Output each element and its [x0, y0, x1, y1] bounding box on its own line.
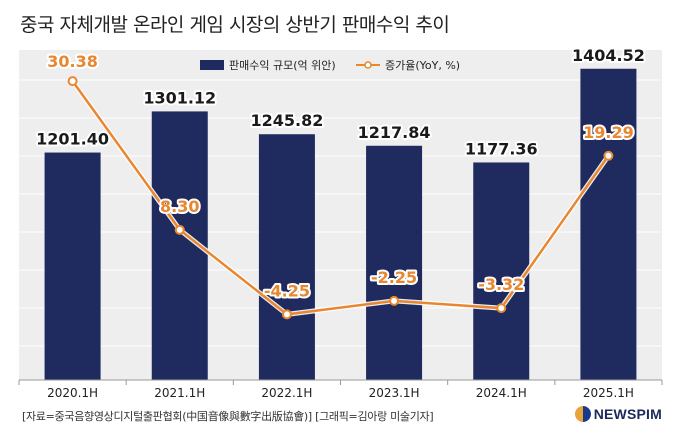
bar — [258, 134, 315, 380]
source-note: [자료=중국음향영상디지털출판협회(中国音像與數字出版協會)] [그래픽=김아랑… — [22, 410, 434, 423]
line-point — [174, 224, 185, 235]
bar — [44, 152, 101, 380]
bar-value-label: 1217.84 — [358, 123, 431, 142]
newspim-logo-text: NEWSPIM — [593, 406, 662, 422]
bar-value-label: 1177.36 — [465, 139, 538, 158]
line-value-label-halo: 30.38 — [47, 52, 98, 71]
x-tick-label: 2024.1H — [476, 386, 527, 400]
line-value-label-halo: 19.29 — [583, 123, 634, 142]
newspim-logo: NEWSPIM — [574, 406, 662, 422]
legend-bar-label: 판매수익 규모(억 위안) — [229, 59, 336, 72]
bar-value-label-halo: 1301.12 — [143, 88, 216, 107]
bar-value-label-halo: 1201.40 — [36, 130, 109, 149]
line-point — [389, 295, 400, 306]
line-value-label: -2.25 — [371, 268, 417, 287]
legend-line-marker — [364, 61, 372, 69]
bar-value-label-halo: 1404.52 — [572, 46, 645, 65]
line-point — [603, 150, 614, 161]
line-value-label-halo: -2.25 — [371, 268, 417, 287]
bar — [580, 68, 637, 380]
chart-title: 중국 자체개발 온라인 게임 시장의 상반기 판매수익 추이 — [20, 14, 450, 36]
line-point — [496, 303, 507, 314]
line-value-label: -4.25 — [264, 281, 310, 300]
bar-value-label: 1404.52 — [572, 46, 645, 65]
line-value-label-halo: -3.32 — [478, 275, 524, 294]
line-point — [67, 76, 78, 87]
plot-area — [19, 50, 662, 380]
line-value-label: 8.30 — [160, 197, 199, 216]
bar — [366, 145, 423, 380]
bar-value-label: 1301.12 — [143, 88, 216, 107]
line-series — [71, 80, 610, 316]
bar-value-label: 1201.40 — [36, 130, 109, 149]
legend-bar-swatch — [200, 60, 224, 70]
line-value-label-halo: 8.30 — [160, 197, 199, 216]
x-tick-label: 2023.1H — [369, 386, 420, 400]
bar-value-label-halo: 1245.82 — [250, 111, 323, 130]
bar-value-label-halo: 1177.36 — [465, 139, 538, 158]
x-tick-label: 2021.1H — [154, 386, 205, 400]
bar-value-label-halo: 1217.84 — [358, 123, 431, 142]
bar-value-label: 1245.82 — [250, 111, 323, 130]
line-point — [281, 309, 292, 320]
line-value-label: 19.29 — [583, 123, 634, 142]
x-tick-label: 2025.1H — [583, 386, 634, 400]
line-value-label: -3.32 — [478, 275, 524, 294]
x-tick-label: 2022.1H — [261, 386, 312, 400]
legend-line-label: 증가율(YoY, %) — [385, 59, 460, 72]
bar — [473, 162, 530, 380]
line-value-label: 30.38 — [47, 52, 98, 71]
line-value-label-halo: -4.25 — [264, 281, 310, 300]
newspim-logo-icon — [574, 406, 591, 422]
x-tick-label: 2020.1H — [47, 386, 98, 400]
